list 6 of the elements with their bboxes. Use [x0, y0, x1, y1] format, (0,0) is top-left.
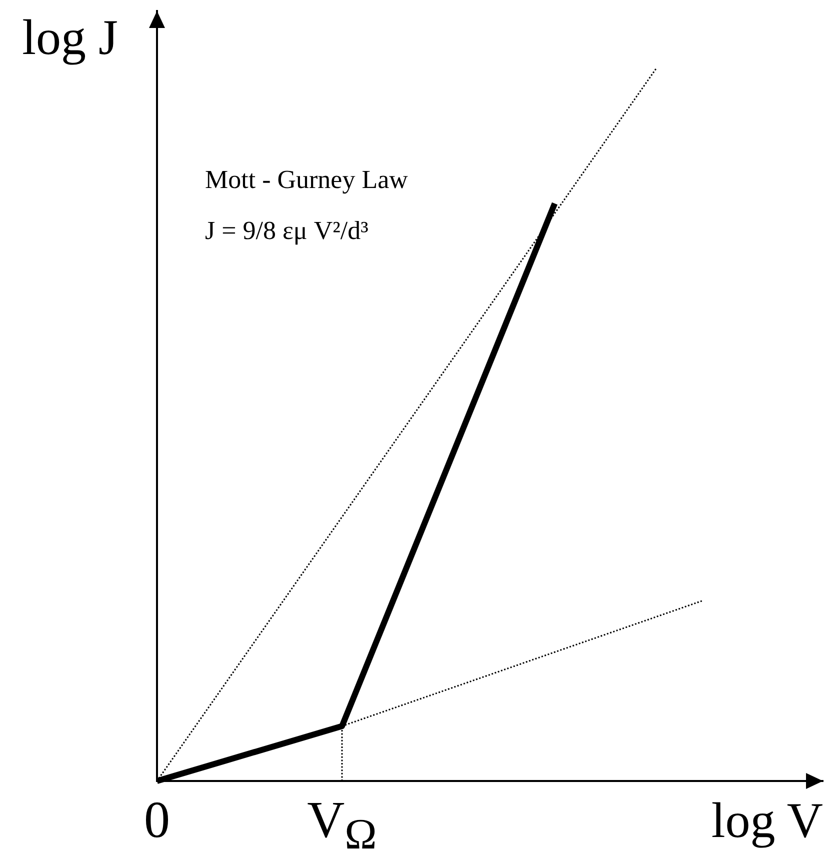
y-axis-title: log J	[22, 9, 118, 65]
annotation: Mott - Gurney Law	[205, 165, 408, 195]
annotation: J = 9/8 εμ V²/d³	[205, 216, 370, 246]
x-tick-label: V$_{Ω}$	[307, 792, 377, 858]
x-axis-title: log V	[711, 792, 823, 848]
x-tick-label: 0	[144, 792, 170, 849]
